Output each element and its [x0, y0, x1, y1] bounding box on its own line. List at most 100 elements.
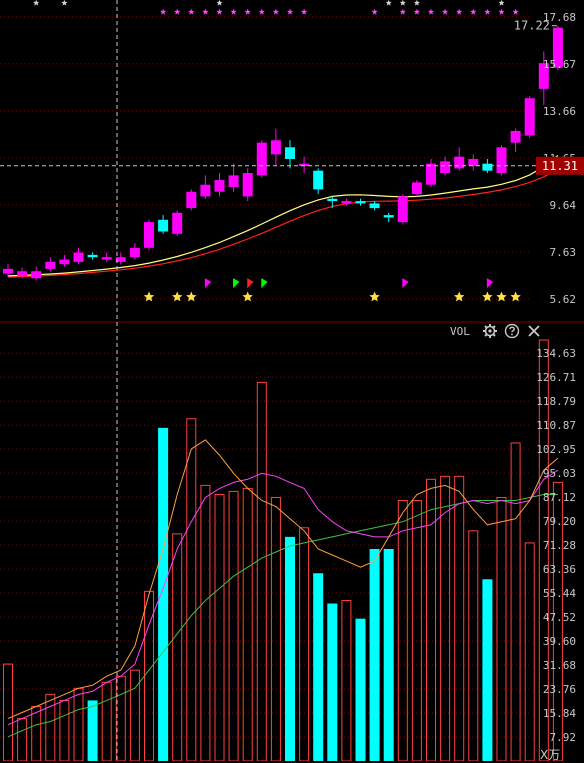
volume-bar	[186, 418, 197, 761]
candle	[31, 266, 42, 281]
volume-bar	[440, 475, 451, 761]
volume-bar	[538, 339, 549, 761]
candle-body	[256, 142, 267, 176]
flag-signal-icon	[402, 278, 409, 289]
candle	[369, 201, 380, 211]
candle-body	[73, 252, 84, 262]
candle	[426, 159, 436, 188]
candle-body	[355, 201, 366, 204]
volume-bar	[341, 599, 352, 761]
candle	[411, 180, 422, 197]
volume-bar	[17, 718, 28, 761]
top-signal-dot	[33, 0, 40, 6]
candle	[129, 243, 140, 260]
volume-toolbar: VOL	[450, 322, 542, 340]
volume-bar	[242, 487, 253, 761]
candle-body	[101, 257, 112, 260]
volume-bar	[552, 481, 563, 761]
volume-bar	[158, 427, 169, 761]
top-signal-dot	[244, 8, 251, 15]
candle	[327, 196, 338, 209]
top-signal-dot	[484, 8, 491, 15]
volume-bar	[200, 484, 211, 761]
candle	[45, 257, 56, 272]
candle-body	[228, 175, 239, 188]
volume-tick-label: 23.76	[543, 683, 576, 696]
current-price-label: 11.31	[542, 159, 578, 173]
volume-bar	[355, 618, 366, 761]
volume-bar	[172, 533, 183, 761]
candle	[552, 25, 563, 71]
star-signal-icon	[242, 291, 253, 302]
volume-bar	[214, 493, 225, 761]
volume-bar	[45, 693, 56, 761]
current-price-tag	[536, 156, 584, 175]
volume-bar	[31, 705, 42, 761]
volume-tick-label: 39.60	[543, 635, 576, 648]
candle	[228, 163, 239, 192]
volume-bar	[313, 573, 324, 761]
candle	[270, 128, 281, 167]
volume-bar	[256, 381, 267, 761]
top-signal-dot	[272, 8, 279, 15]
volume-tick-label: 95.03	[543, 467, 576, 480]
top-signal-dot	[385, 0, 392, 6]
candle	[454, 147, 465, 171]
candle-body	[440, 161, 451, 174]
volume-bar	[524, 542, 535, 761]
volume-tick-label: 102.95	[536, 443, 576, 456]
volume-bar	[59, 699, 70, 761]
top-signal-dot	[399, 0, 406, 6]
volume-bar	[3, 663, 13, 761]
volume-tick-label: 126.71	[536, 371, 576, 384]
gear-icon[interactable]	[482, 323, 498, 339]
candle	[285, 140, 295, 169]
volume-bar	[482, 579, 493, 761]
star-signal-icon	[482, 291, 493, 302]
top-signal-dot	[258, 8, 265, 15]
candle-body	[17, 271, 28, 276]
volume-tick-label: 71.28	[543, 539, 576, 552]
candle-body	[242, 173, 253, 197]
vol-ma10-line	[7, 469, 559, 726]
flag-signal-icon	[247, 278, 254, 289]
top-signal-dot	[413, 8, 420, 15]
candle-body	[426, 163, 436, 185]
top-signal-dot	[512, 8, 519, 15]
volume-bars	[3, 339, 563, 761]
candle-body	[369, 203, 380, 209]
volume-tick-label: 110.87	[536, 419, 576, 432]
top-signal-dot	[202, 8, 209, 15]
candle	[510, 128, 521, 152]
candle	[440, 156, 451, 176]
volume-axis: 134.63 126.71 118.79 110.87 102.95 95.03 87.12…	[536, 347, 576, 744]
star-signal-icon	[496, 291, 507, 302]
ma-fast-line	[7, 155, 559, 277]
volume-tick-label: 55.44	[543, 587, 576, 600]
close-icon[interactable]	[526, 323, 542, 339]
price-candles	[3, 25, 563, 281]
top-signal-dot	[301, 8, 308, 15]
candle	[73, 247, 84, 265]
candle	[313, 168, 324, 195]
volume-tick-label: 79.20	[543, 515, 576, 528]
top-signal-dot	[498, 8, 505, 15]
price-tick-label: 7.63	[550, 246, 577, 259]
price-tick-label: 17.68	[543, 11, 576, 24]
candle-body	[468, 159, 479, 167]
price-tick-label: 9.64	[550, 199, 577, 212]
volume-bar	[270, 496, 281, 761]
candle-body	[538, 63, 549, 89]
volume-moving-averages	[7, 439, 559, 738]
volume-bar	[87, 700, 98, 761]
volume-unit-label: X万	[540, 748, 561, 762]
top-signal-dot	[498, 0, 505, 6]
price-moving-averages	[7, 155, 559, 278]
candle	[355, 198, 366, 206]
candle-body	[496, 147, 507, 174]
top-signal-dot	[216, 8, 223, 15]
volume-bar	[383, 548, 394, 761]
candle	[172, 210, 183, 237]
question-icon[interactable]	[504, 323, 520, 339]
